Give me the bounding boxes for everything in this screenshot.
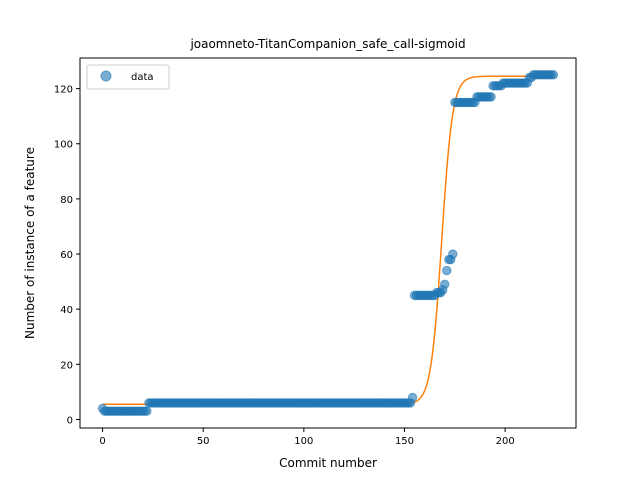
data-point <box>448 249 458 259</box>
y-tick-label: 40 <box>60 305 73 316</box>
fit-layer <box>102 75 554 406</box>
x-tick-label: 0 <box>99 436 105 447</box>
data-point <box>142 406 152 416</box>
fit-line <box>102 75 554 406</box>
x-axis-label: Commit number <box>279 456 377 470</box>
data-point <box>548 70 559 80</box>
legend: data <box>86 64 170 90</box>
data-point <box>486 92 496 102</box>
tick-layer: 0 50 100 150 200 0 20 40 60 80 100 120 <box>54 85 515 447</box>
y-tick-label: 0 <box>67 415 73 426</box>
chart-title: joaomneto-TitanCompanion_safe_call-sigmo… <box>189 37 465 51</box>
plot-area: 0 50 100 150 200 0 20 40 60 80 100 120 <box>54 57 577 447</box>
x-tick-label: 150 <box>395 436 414 447</box>
y-tick-label: 120 <box>54 85 73 96</box>
plot-frame <box>79 57 577 429</box>
data-point <box>407 392 418 403</box>
y-tick-label: 100 <box>54 140 73 151</box>
x-tick-label: 50 <box>197 436 210 447</box>
legend-marker <box>100 70 112 82</box>
data-points <box>97 70 559 416</box>
y-axis-label: Number of instance of a feature <box>23 147 37 339</box>
data-point <box>440 279 450 290</box>
x-tick-label: 100 <box>294 436 313 447</box>
data-point <box>442 265 452 276</box>
y-tick-label: 20 <box>60 360 73 371</box>
legend-box <box>86 64 170 90</box>
legend-entry-data: data <box>131 72 154 83</box>
y-tick-label: 60 <box>60 250 73 261</box>
y-tick-label: 80 <box>60 195 73 206</box>
x-tick-label: 200 <box>496 436 515 447</box>
